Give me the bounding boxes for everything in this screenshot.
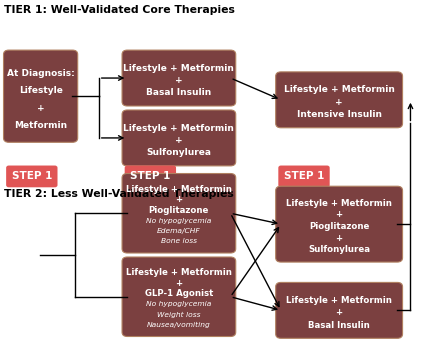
Text: Pioglitazone: Pioglitazone bbox=[148, 206, 208, 215]
FancyBboxPatch shape bbox=[275, 72, 402, 128]
Text: Basal Insulin: Basal Insulin bbox=[146, 89, 211, 97]
FancyBboxPatch shape bbox=[278, 166, 329, 187]
FancyBboxPatch shape bbox=[122, 174, 235, 253]
Text: STEP 1: STEP 1 bbox=[12, 171, 52, 182]
Text: +: + bbox=[175, 76, 182, 85]
Text: Lifestyle + Metformin: Lifestyle + Metformin bbox=[126, 268, 231, 277]
Text: STEP 1: STEP 1 bbox=[130, 171, 170, 182]
Text: STEP 1: STEP 1 bbox=[283, 171, 323, 182]
Text: +: + bbox=[335, 211, 342, 219]
FancyBboxPatch shape bbox=[122, 50, 235, 106]
FancyBboxPatch shape bbox=[122, 257, 235, 337]
Text: No hypoglycemia: No hypoglycemia bbox=[146, 217, 211, 224]
Text: Lifestyle + Metformin: Lifestyle + Metformin bbox=[283, 85, 394, 94]
Text: Nausea/vomiting: Nausea/vomiting bbox=[147, 322, 210, 328]
Text: Lifestyle + Metformin: Lifestyle + Metformin bbox=[286, 199, 391, 208]
Text: Lifestyle: Lifestyle bbox=[19, 86, 62, 95]
Text: TIER 2: Less Well-Validated Therapies: TIER 2: Less Well-Validated Therapies bbox=[4, 189, 233, 199]
Text: Bone loss: Bone loss bbox=[160, 238, 197, 244]
Text: Lifestyle + Metformin: Lifestyle + Metformin bbox=[123, 123, 234, 132]
FancyBboxPatch shape bbox=[275, 186, 402, 262]
Text: +: + bbox=[37, 104, 44, 113]
Text: At Diagnosis:: At Diagnosis: bbox=[7, 69, 74, 78]
Text: GLP-1 Agonist: GLP-1 Agonist bbox=[145, 289, 212, 298]
Text: Edema/CHF: Edema/CHF bbox=[157, 228, 200, 234]
Text: Pioglitazone: Pioglitazone bbox=[308, 222, 368, 231]
Text: No hypoglycemia: No hypoglycemia bbox=[146, 301, 211, 307]
Text: +: + bbox=[335, 233, 342, 242]
FancyBboxPatch shape bbox=[124, 166, 176, 187]
FancyBboxPatch shape bbox=[275, 282, 402, 338]
Text: Intensive Insulin: Intensive Insulin bbox=[296, 110, 381, 119]
FancyBboxPatch shape bbox=[122, 110, 235, 166]
Text: +: + bbox=[175, 136, 182, 145]
FancyBboxPatch shape bbox=[4, 50, 78, 142]
Text: Lifestyle + Metformin: Lifestyle + Metformin bbox=[286, 296, 391, 305]
Text: Metformin: Metformin bbox=[14, 121, 67, 130]
Text: Sulfonylurea: Sulfonylurea bbox=[146, 148, 211, 157]
Text: Sulfonylurea: Sulfonylurea bbox=[307, 245, 369, 254]
Text: +: + bbox=[175, 279, 182, 288]
Text: +: + bbox=[175, 195, 182, 204]
Text: +: + bbox=[335, 308, 342, 317]
Text: Lifestyle + Metformin: Lifestyle + Metformin bbox=[126, 185, 231, 194]
FancyBboxPatch shape bbox=[6, 166, 57, 187]
Text: TIER 1: Well-Validated Core Therapies: TIER 1: Well-Validated Core Therapies bbox=[4, 5, 235, 16]
Text: Lifestyle + Metformin: Lifestyle + Metformin bbox=[123, 64, 234, 73]
Text: +: + bbox=[335, 98, 342, 107]
Text: Weight loss: Weight loss bbox=[157, 311, 200, 318]
Text: Basal Insulin: Basal Insulin bbox=[307, 321, 369, 330]
